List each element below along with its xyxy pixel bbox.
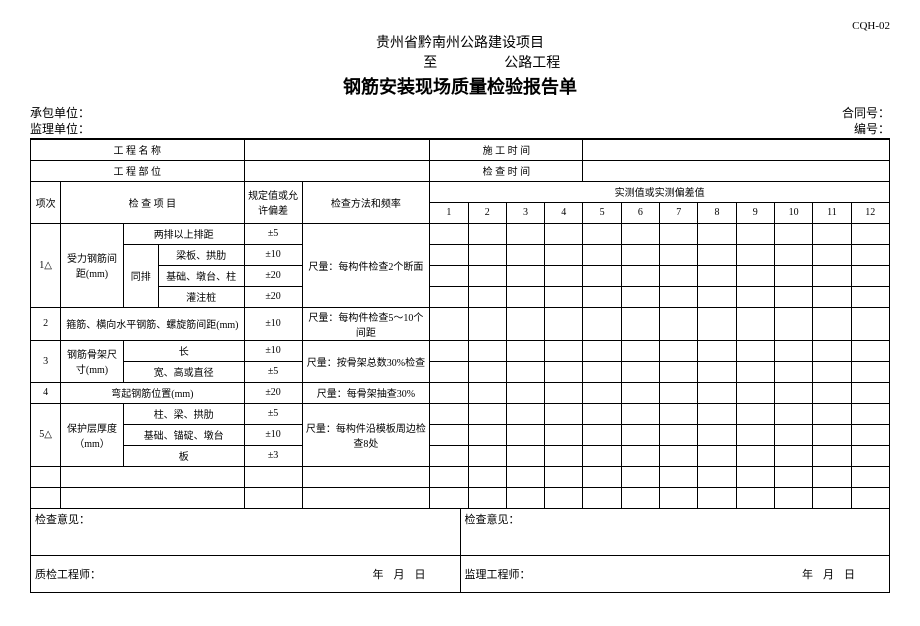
r5-group: 保护层厚度（mm） xyxy=(61,403,124,466)
sig-right: 监理工程师： 年月日 xyxy=(461,556,890,592)
header-line1: 贵州省黔南州公路建设项目 xyxy=(30,34,890,54)
project-name-label: 工 程 名 称 xyxy=(31,139,245,160)
meta-row-1: 承包单位： 合同号： xyxy=(30,106,890,122)
date-left: 年月日 xyxy=(373,566,436,582)
table-row: 2 箍筋、横向水平钢筋、螺旋筋间距(mm) ±10 尺量：每构件检查5～10个间… xyxy=(31,307,890,340)
col-n8: 8 xyxy=(698,202,736,223)
col-n5: 5 xyxy=(583,202,621,223)
supervisor-label: 监理单位： xyxy=(30,122,90,138)
doc-code: CQH-02 xyxy=(30,20,890,32)
r1-seq: 1△ xyxy=(31,223,61,307)
page-title: 钢筋安装现场质量检验报告单 xyxy=(30,75,890,100)
r5-spec-c: ±3 xyxy=(244,445,302,466)
col-n10: 10 xyxy=(774,202,812,223)
header-line2: 至 公路工程 xyxy=(30,54,890,74)
table-row: 基础、墩台、柱 ±20 xyxy=(31,265,890,286)
r1-sub-d: 灌注桩 xyxy=(158,286,244,307)
inspection-time-label: 检 查 时 间 xyxy=(430,160,583,181)
r1-spec-b: ±10 xyxy=(244,244,302,265)
col-n7: 7 xyxy=(660,202,698,223)
col-n9: 9 xyxy=(736,202,774,223)
col-spec: 规定值或允许偏差 xyxy=(244,181,302,223)
col-method: 检查方法和频率 xyxy=(302,181,430,223)
r3-sub-a: 长 xyxy=(123,340,244,361)
r4-method: 尺量：每骨架抽查30% xyxy=(302,382,430,403)
r4-spec: ±20 xyxy=(244,382,302,403)
r5-spec-a: ±5 xyxy=(244,403,302,424)
r2-item: 箍筋、横向水平钢筋、螺旋筋间距(mm) xyxy=(61,307,244,340)
r1-method: 尺量：每构件检查2个断面 xyxy=(302,223,430,307)
r1-sub-a: 两排以上排距 xyxy=(123,223,244,244)
header-road: 公路工程 xyxy=(504,56,560,71)
project-part-label: 工 程 部 位 xyxy=(31,160,245,181)
r2-method: 尺量：每构件检查5～10个间距 xyxy=(302,307,430,340)
sv-engineer-label: 监理工程师： xyxy=(465,566,531,582)
r3-seq: 3 xyxy=(31,340,61,382)
table-row xyxy=(31,487,890,508)
table-row xyxy=(31,466,890,487)
table-row: 基础、锚碇、墩台 ±10 xyxy=(31,424,890,445)
r5-sub-c: 板 xyxy=(123,445,244,466)
col-n2: 2 xyxy=(468,202,506,223)
col-n12: 12 xyxy=(851,202,889,223)
construction-time-label: 施 工 时 间 xyxy=(430,139,583,160)
table-row: 3 钢筋骨架尺寸(mm) 长 ±10 尺量：按骨架总数30%检查 xyxy=(31,340,890,361)
contract-no-label: 合同号： xyxy=(842,106,890,122)
r3-method: 尺量：按骨架总数30%检查 xyxy=(302,340,430,382)
r1-group: 受力钢筋间距(mm) xyxy=(61,223,124,307)
header: 贵州省黔南州公路建设项目 至 公路工程 钢筋安装现场质量检验报告单 xyxy=(30,34,890,100)
col-seq: 项次 xyxy=(31,181,61,223)
table-row: 5△ 保护层厚度（mm） 柱、梁、拱肋 ±5 尺量：每构件沿模板周边检查8处 xyxy=(31,403,890,424)
r3-sub-b: 宽、高或直径 xyxy=(123,361,244,382)
r3-group: 钢筋骨架尺寸(mm) xyxy=(61,340,124,382)
contractor-label: 承包单位： xyxy=(30,106,90,122)
opinion-left: 检查意见： xyxy=(31,509,460,556)
col-n4: 4 xyxy=(545,202,583,223)
r5-spec-b: ±10 xyxy=(244,424,302,445)
table-row: 同排 梁板、拱肋 ±10 xyxy=(31,244,890,265)
serial-label: 编号： xyxy=(854,122,890,138)
table-row: 工 程 名 称 施 工 时 间 xyxy=(31,139,890,160)
col-item: 检 查 项 目 xyxy=(61,181,244,223)
r1-spec-d: ±20 xyxy=(244,286,302,307)
r3-spec-a: ±10 xyxy=(244,340,302,361)
table-row: 工 程 部 位 检 查 时 间 xyxy=(31,160,890,181)
col-n11: 11 xyxy=(813,202,851,223)
r2-seq: 2 xyxy=(31,307,61,340)
r5-method: 尺量：每构件沿模板周边检查8处 xyxy=(302,403,430,466)
col-n1: 1 xyxy=(430,202,468,223)
sig-left: 质检工程师： 年月日 xyxy=(31,556,460,592)
bottom-left: 检查意见： 质检工程师： 年月日 xyxy=(30,509,460,593)
table-row: 项次 检 查 项 目 规定值或允许偏差 检查方法和频率 实测值或实测偏差值 xyxy=(31,181,890,202)
bottom-right: 检查意见： 监理工程师： 年月日 xyxy=(460,509,891,593)
r5-sub-a: 柱、梁、拱肋 xyxy=(123,403,244,424)
header-to: 至 xyxy=(423,56,437,71)
r2-spec: ±10 xyxy=(244,307,302,340)
col-n6: 6 xyxy=(621,202,659,223)
table-row: 1△ 受力钢筋间距(mm) 两排以上排距 ±5 尺量：每构件检查2个断面 xyxy=(31,223,890,244)
table-row: 4 弯起钢筋位置(mm) ±20 尺量：每骨架抽查30% xyxy=(31,382,890,403)
r1-sub-b: 梁板、拱肋 xyxy=(158,244,244,265)
r1-same-row: 同排 xyxy=(123,244,158,307)
r5-seq: 5△ xyxy=(31,403,61,466)
r1-spec-c: ±20 xyxy=(244,265,302,286)
col-n3: 3 xyxy=(506,202,544,223)
table-row: 灌注桩 ±20 xyxy=(31,286,890,307)
r4-item: 弯起钢筋位置(mm) xyxy=(61,382,244,403)
qc-engineer-label: 质检工程师： xyxy=(35,566,101,582)
col-measured: 实测值或实测偏差值 xyxy=(430,181,890,202)
date-right: 年月日 xyxy=(802,566,865,582)
r1-sub-c: 基础、墩台、柱 xyxy=(158,265,244,286)
meta-row-2: 监理单位： 编号： xyxy=(30,122,890,139)
r3-spec-b: ±5 xyxy=(244,361,302,382)
r1-spec-a: ±5 xyxy=(244,223,302,244)
bottom-section: 检查意见： 质检工程师： 年月日 检查意见： 监理工程师： 年月日 xyxy=(30,509,890,593)
table-row: 宽、高或直径 ±5 xyxy=(31,361,890,382)
main-table: 工 程 名 称 施 工 时 间 工 程 部 位 检 查 时 间 项次 检 查 项… xyxy=(30,139,890,509)
table-row: 板 ±3 xyxy=(31,445,890,466)
r4-seq: 4 xyxy=(31,382,61,403)
opinion-right: 检查意见： xyxy=(461,509,890,556)
r5-sub-b: 基础、锚碇、墩台 xyxy=(123,424,244,445)
